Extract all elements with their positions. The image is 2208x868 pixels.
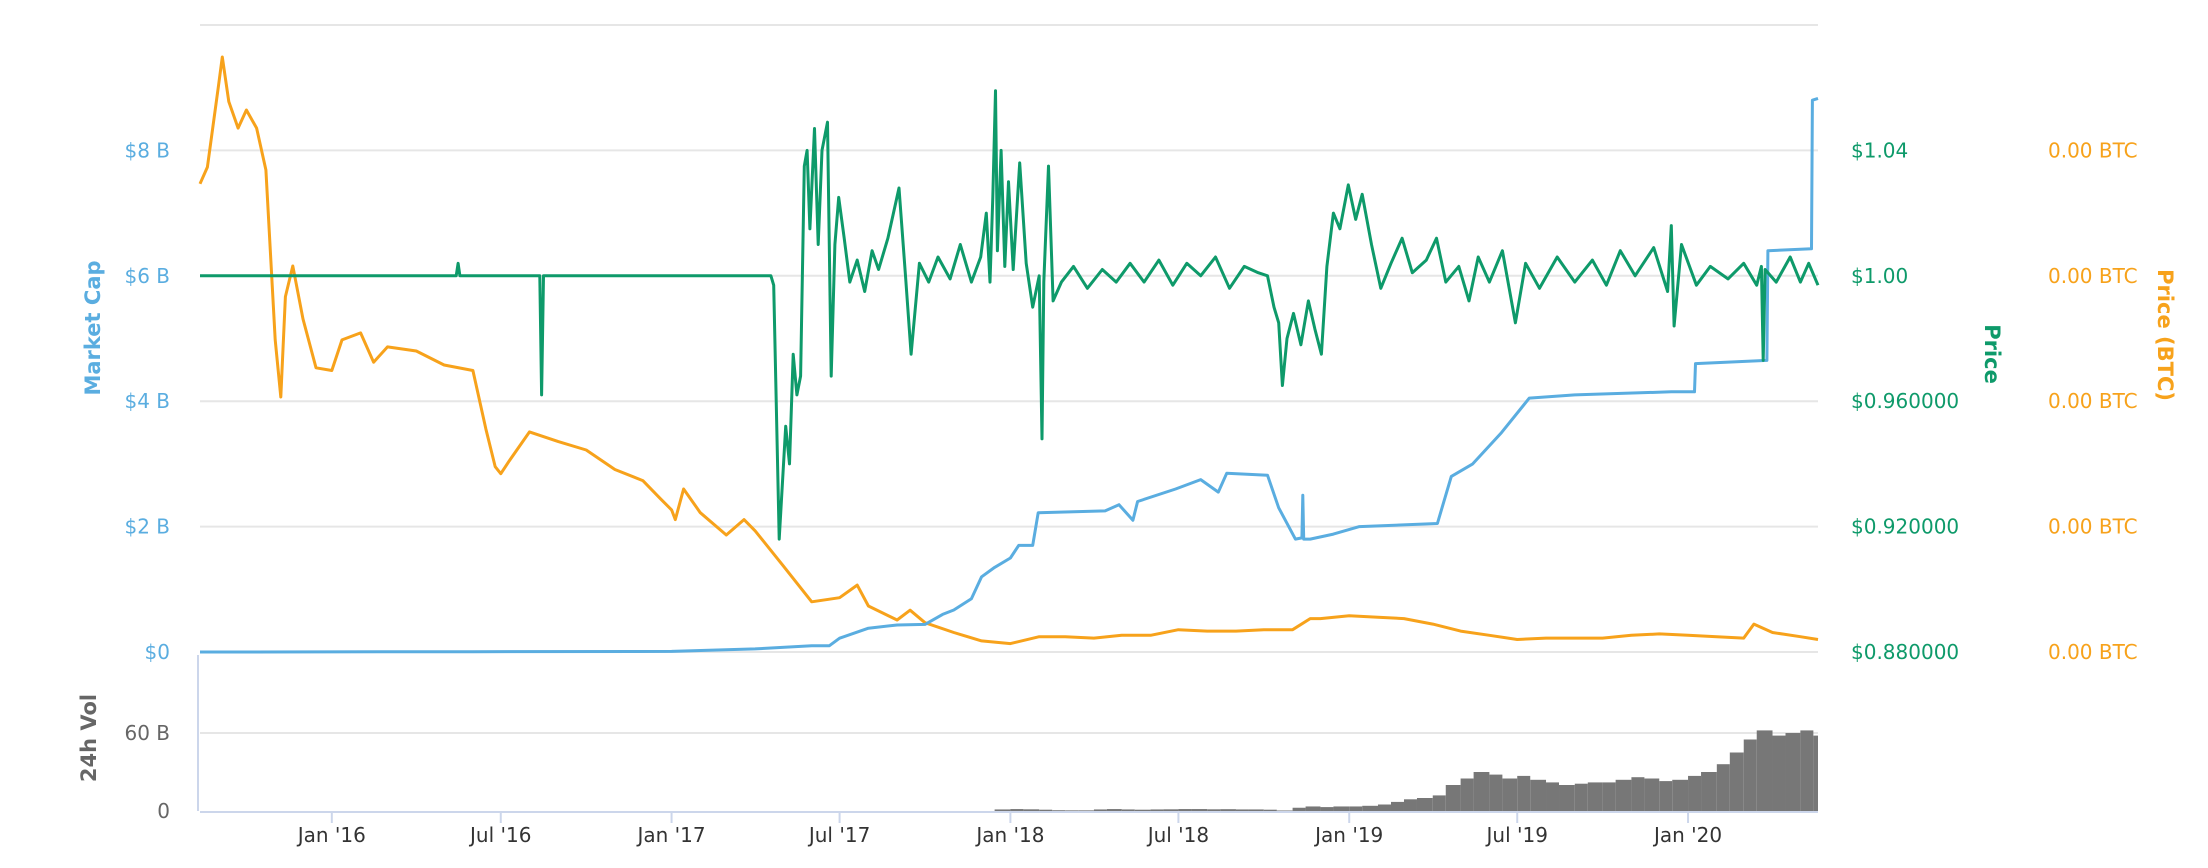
volume-tick-label: 0 bbox=[157, 799, 170, 823]
volume-bar bbox=[1150, 809, 1164, 811]
volume-bar bbox=[1546, 782, 1560, 811]
volume-bar bbox=[1052, 810, 1066, 811]
volume-bar bbox=[1489, 774, 1503, 811]
axis-labels: $0 $2 B $4 B $6 B $8 B $0.880000 $0.920000 $0.9… bbox=[124, 138, 2137, 847]
volume-bar bbox=[1349, 806, 1363, 811]
volume-bars bbox=[994, 730, 1818, 811]
volume-bar bbox=[1276, 810, 1293, 811]
volume-bar bbox=[994, 809, 1011, 811]
volume-bar bbox=[1248, 809, 1264, 811]
volume-bar bbox=[1445, 785, 1461, 811]
volume-bar bbox=[1502, 778, 1518, 811]
price-btc-axis-title: Price (BTC) bbox=[2153, 269, 2177, 401]
volume-bar bbox=[1432, 795, 1446, 811]
volume-bar bbox=[1659, 781, 1673, 811]
price-tick-label: $1.00 bbox=[1851, 264, 1908, 288]
volume-bar bbox=[1517, 775, 1531, 811]
volume-bar bbox=[1672, 779, 1689, 811]
volume-bar bbox=[1023, 809, 1040, 811]
x-tick-label: Jan '19 bbox=[1313, 823, 1383, 847]
volume-bar bbox=[1716, 764, 1730, 811]
volume-bar bbox=[1207, 809, 1221, 811]
volume-bar bbox=[1615, 779, 1632, 811]
volume-bar bbox=[1093, 809, 1107, 811]
x-tick-label: Jul '16 bbox=[468, 823, 531, 847]
volume-bar bbox=[1235, 809, 1249, 811]
volume-bar bbox=[1688, 775, 1702, 811]
price-btc-tick-label: 0.00 BTC bbox=[2048, 264, 2138, 288]
x-tick-label: Jan '18 bbox=[974, 823, 1044, 847]
series-lines bbox=[198, 55, 1820, 654]
volume-bar bbox=[1473, 772, 1490, 811]
market-cap-tick-label: $8 B bbox=[124, 138, 170, 162]
volume-bar bbox=[1163, 809, 1179, 811]
price-btc-tick-label: 0.00 BTC bbox=[2048, 515, 2138, 539]
x-tick-label: Jul '18 bbox=[1146, 823, 1209, 847]
volume-bar bbox=[1039, 809, 1053, 811]
volume-bar bbox=[1078, 810, 1094, 811]
volume-bar bbox=[1743, 739, 1757, 811]
price-btc-tick-label: 0.00 BTC bbox=[2048, 138, 2138, 162]
price-axis-title: Price bbox=[1980, 324, 2004, 384]
volume-bar bbox=[1065, 810, 1079, 811]
price-tick-label: $1.04 bbox=[1851, 138, 1908, 162]
volume-bar bbox=[1602, 782, 1616, 811]
volume-bar bbox=[1756, 730, 1773, 811]
volume-bar bbox=[1362, 805, 1378, 811]
price-btc-tick-label: 0.00 BTC bbox=[2048, 640, 2138, 664]
volume-bar bbox=[1460, 778, 1474, 811]
volume-bar bbox=[1134, 809, 1151, 811]
volume-bar bbox=[1416, 798, 1433, 811]
volume-bar bbox=[1292, 807, 1306, 811]
volume-bar bbox=[1178, 809, 1192, 811]
volume-axis-title: 24h Vol bbox=[77, 694, 101, 782]
volume-bar bbox=[1813, 735, 1818, 811]
volume-bar bbox=[1403, 799, 1417, 811]
x-tick-label: Jul '19 bbox=[1485, 823, 1548, 847]
volume-bar bbox=[1106, 809, 1122, 811]
volume-bar bbox=[1631, 777, 1645, 811]
volume-bar bbox=[1701, 772, 1717, 811]
price-btc-tick-label: 0.00 BTC bbox=[2048, 389, 2138, 413]
market-cap-tick-label: $0 bbox=[145, 640, 170, 664]
volume-bar bbox=[1191, 809, 1208, 811]
market-cap-line bbox=[199, 96, 1819, 654]
volume-bar bbox=[1320, 807, 1334, 811]
volume-bar bbox=[1785, 733, 1801, 811]
volume-bar bbox=[1587, 782, 1603, 811]
price-line bbox=[200, 89, 1820, 541]
x-tick-label: Jan '16 bbox=[296, 823, 366, 847]
volume-bar bbox=[1729, 752, 1744, 811]
volume-bar bbox=[1530, 779, 1547, 811]
price-btc-line bbox=[198, 55, 1819, 646]
price-tick-label: $0.880000 bbox=[1851, 640, 1959, 664]
volume-bar bbox=[1220, 809, 1236, 811]
volume-bar bbox=[1121, 809, 1135, 811]
market-cap-tick-label: $6 B bbox=[124, 264, 170, 288]
price-tick-label: $0.920000 bbox=[1851, 515, 1959, 539]
x-tick-label: Jul '17 bbox=[807, 823, 870, 847]
market-cap-tick-label: $4 B bbox=[124, 389, 170, 413]
x-tick-label: Jan '20 bbox=[1652, 823, 1722, 847]
volume-bar bbox=[1644, 778, 1660, 811]
price-tick-label: $0.960000 bbox=[1851, 389, 1959, 413]
gridlines bbox=[197, 24, 1818, 813]
market-cap-tick-label: $2 B bbox=[124, 515, 170, 539]
volume-bar bbox=[1263, 809, 1277, 811]
volume-bar bbox=[1305, 806, 1321, 811]
volume-bar bbox=[1377, 804, 1391, 811]
volume-bar bbox=[1390, 801, 1404, 811]
market-cap-axis-title: Market Cap bbox=[81, 260, 105, 395]
volume-bar bbox=[1772, 735, 1786, 811]
x-tick-label: Jan '17 bbox=[635, 823, 705, 847]
volume-bar bbox=[1574, 783, 1588, 811]
volume-tick-label: 60 B bbox=[124, 721, 170, 745]
volume-bar bbox=[1333, 806, 1350, 811]
volume-bar bbox=[1559, 785, 1575, 811]
volume-bar bbox=[1010, 809, 1024, 811]
volume-bar bbox=[1800, 730, 1814, 811]
